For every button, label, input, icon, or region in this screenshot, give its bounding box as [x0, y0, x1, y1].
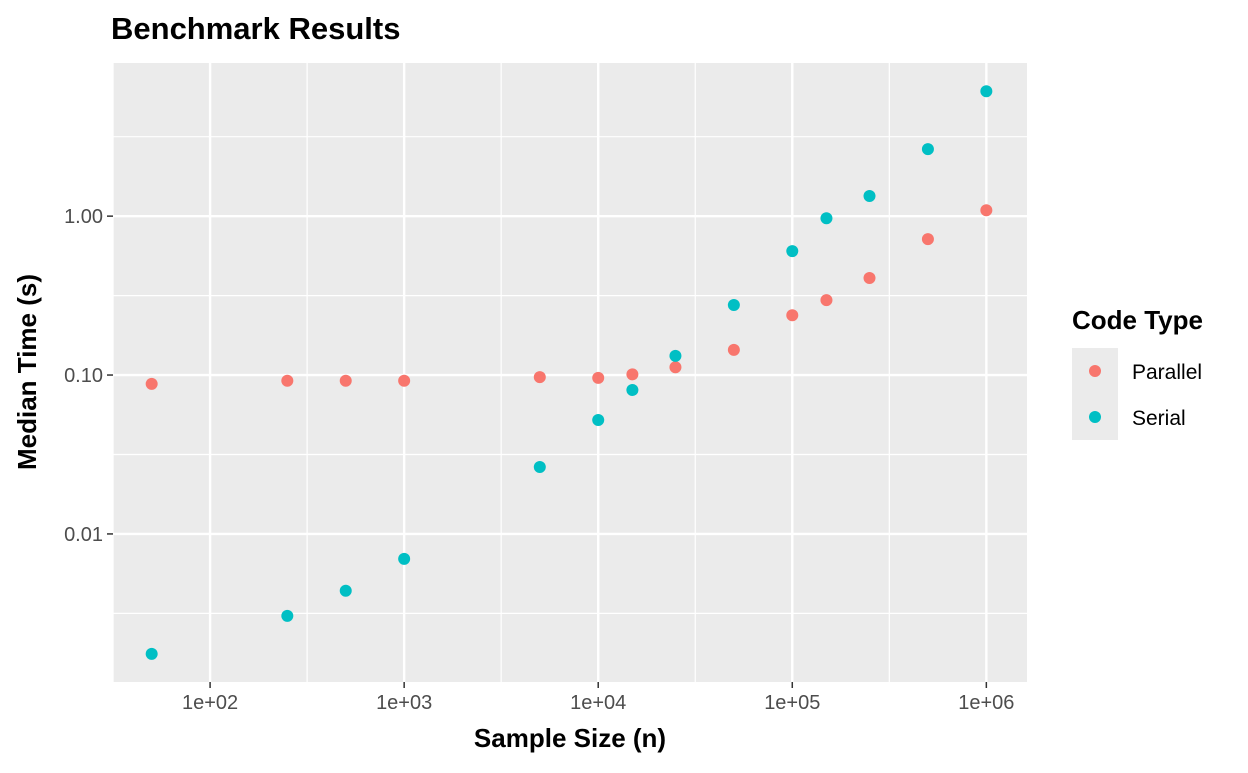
y-tick-label: 0.10 — [64, 365, 103, 387]
data-point-serial — [398, 552, 411, 565]
data-point-parallel — [820, 294, 833, 307]
data-point-serial — [980, 85, 993, 98]
data-point-serial — [863, 189, 876, 202]
chart-title: Benchmark Results — [111, 11, 400, 46]
legend-marker-parallel — [1089, 365, 1101, 377]
legend-title: Code Type — [1072, 305, 1203, 335]
data-point-serial — [820, 212, 833, 225]
data-point-serial — [281, 609, 294, 622]
data-point-serial — [626, 384, 639, 397]
data-point-parallel — [281, 374, 294, 387]
data-point-serial — [145, 647, 158, 660]
data-point-parallel — [786, 309, 799, 322]
x-tick-label: 1e+06 — [958, 692, 1014, 714]
legend: Code Type Parallel Serial — [1072, 305, 1203, 440]
x-tick-label: 1e+02 — [182, 692, 238, 714]
data-point-parallel — [145, 377, 158, 390]
data-point-parallel — [669, 361, 682, 374]
y-axis-label: Median Time (s) — [12, 274, 42, 470]
legend-label: Serial — [1132, 407, 1186, 430]
data-point-parallel — [980, 204, 993, 217]
data-point-serial — [533, 460, 546, 473]
data-point-parallel — [398, 374, 411, 387]
data-point-parallel — [592, 371, 605, 384]
data-point-serial — [592, 414, 605, 427]
data-point-serial — [786, 245, 799, 258]
x-tick-label: 1e+03 — [376, 692, 432, 714]
x-tick-label: 1e+05 — [764, 692, 820, 714]
x-tick-label: 1e+04 — [570, 692, 626, 714]
data-point-parallel — [921, 233, 934, 246]
data-point-parallel — [863, 272, 876, 285]
data-point-parallel — [626, 368, 639, 381]
legend-label: Parallel — [1132, 361, 1202, 384]
y-tick-label: 0.01 — [64, 524, 103, 546]
legend-marker-serial — [1089, 411, 1101, 423]
data-point-serial — [921, 143, 934, 156]
data-point-serial — [727, 298, 740, 311]
data-point-parallel — [533, 371, 546, 384]
x-axis-label: Sample Size (n) — [474, 723, 666, 753]
data-point-parallel — [727, 343, 740, 356]
y-tick-label: 1.00 — [64, 206, 103, 228]
plot-panel — [113, 63, 1027, 682]
data-point-serial — [669, 349, 682, 362]
data-point-parallel — [339, 374, 352, 387]
data-point-serial — [339, 584, 352, 597]
